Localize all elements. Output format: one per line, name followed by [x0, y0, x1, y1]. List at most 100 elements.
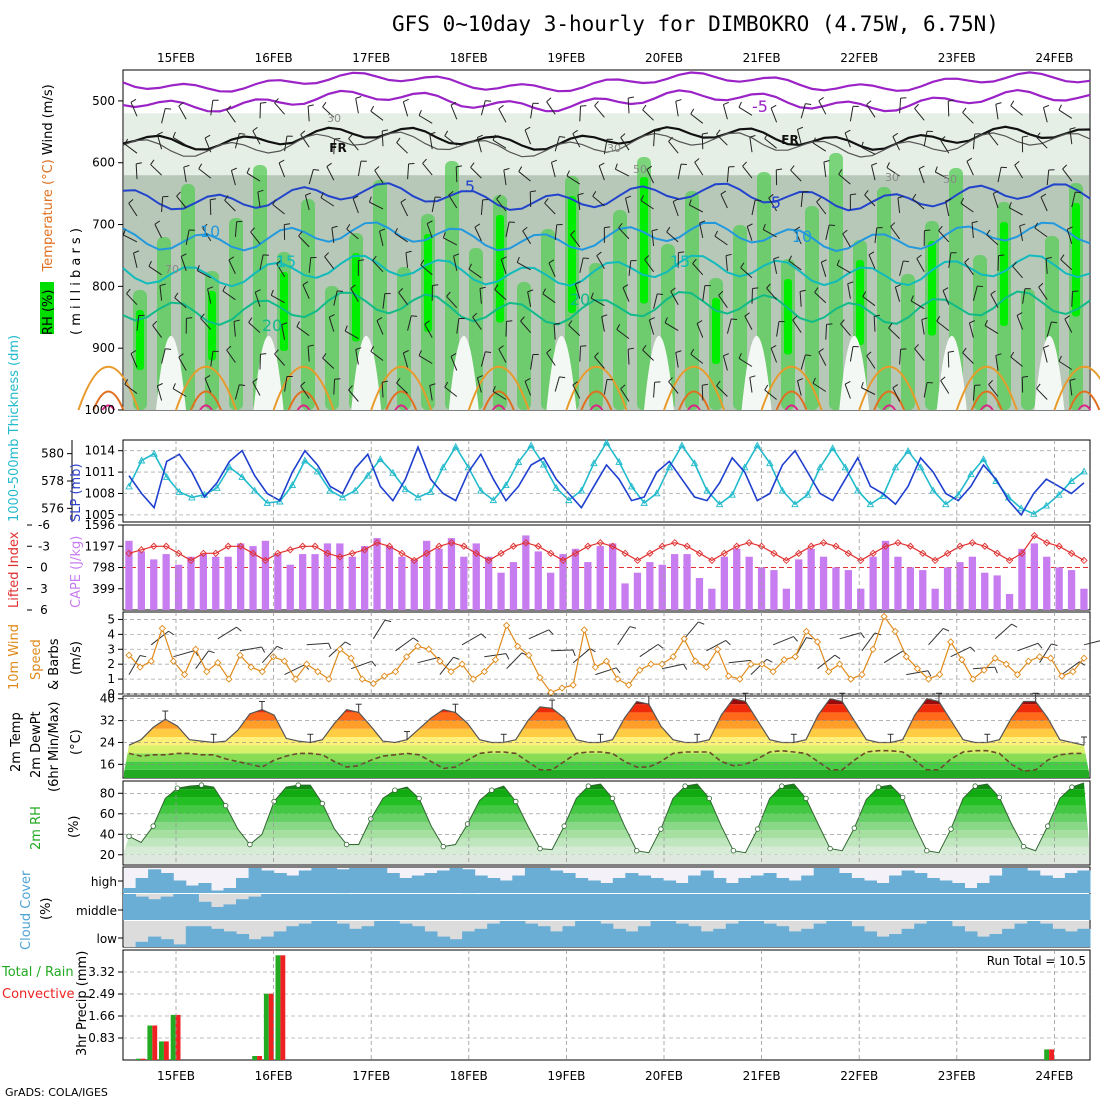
wind-barb [500, 256, 507, 274]
wind-barb [431, 196, 441, 213]
barb-shaft [1071, 192, 1076, 208]
cloud-bar [349, 868, 363, 893]
cape-bar [745, 556, 753, 610]
cloud-bar [185, 894, 199, 920]
cloud-bar [524, 923, 538, 947]
rh2m-point [343, 841, 350, 848]
cloud-bar [173, 880, 187, 893]
wind10m-point [469, 675, 477, 683]
rh-moist-column [805, 206, 819, 410]
wind-barb [492, 134, 507, 149]
cape-series [125, 531, 1088, 610]
barb-flag [805, 103, 812, 105]
li-point [547, 549, 555, 557]
wind-barb [161, 195, 169, 213]
wind-barb [962, 347, 974, 364]
rh2m-tick-label: 20 [100, 848, 115, 862]
barb-flag [162, 195, 169, 198]
barb-shaft [763, 229, 777, 238]
wind-barb [722, 101, 729, 120]
cloud-bar [575, 921, 589, 947]
barb-flag [139, 655, 147, 658]
barb-flag [918, 165, 925, 170]
barb-flag [847, 281, 854, 285]
cape-bar [410, 559, 418, 610]
barb-shaft [1042, 347, 1048, 363]
barb-shaft [284, 136, 288, 152]
wind-barb [548, 259, 556, 278]
barb-shaft [455, 166, 458, 183]
temp2m-tick-label: 32 [100, 714, 115, 728]
wind-barb [640, 195, 654, 210]
cloud-bar [914, 894, 928, 920]
wind10m-point [358, 675, 366, 683]
cloud-bar [650, 878, 664, 893]
wind-barb [1038, 282, 1048, 300]
barb-shaft [407, 315, 412, 331]
wind-barb [800, 103, 812, 119]
cloud-bar [487, 923, 501, 947]
barb-flag [696, 320, 703, 324]
wind-barb [444, 381, 458, 397]
barb-flag [1051, 321, 1058, 324]
barb-shaft [520, 320, 531, 333]
barb-flag [300, 381, 306, 387]
barb-shaft [742, 165, 753, 179]
wind-barb [751, 287, 759, 304]
wind-barb [376, 317, 384, 335]
li-point [1067, 549, 1076, 557]
barb-shaft [307, 106, 310, 122]
wind-barb [796, 126, 804, 145]
barb-shaft [198, 168, 212, 179]
wind-barb [992, 190, 999, 209]
top-date-label: 24FEB [1035, 51, 1073, 65]
wind-barb [180, 253, 187, 271]
wind-barb [304, 192, 312, 211]
rh2m-tick-label: 40 [100, 827, 115, 841]
bottom-date-label: 21FEB [743, 1069, 781, 1083]
barb-shaft [1046, 169, 1050, 186]
wind-barb [405, 250, 412, 268]
wind-barb [494, 284, 507, 301]
cape-bar [596, 546, 604, 610]
rh2m-point [924, 848, 930, 854]
wind-barb [603, 226, 611, 243]
li-point [162, 542, 170, 550]
wind10m-point [336, 645, 344, 653]
barb-shaft [818, 100, 827, 115]
barb-flag [664, 317, 668, 323]
wind-barb [470, 162, 482, 179]
wind-barb [274, 98, 285, 115]
barb-flag [426, 220, 433, 224]
barb-flag [530, 190, 537, 193]
barb-shaft [195, 650, 209, 669]
hottest-contour [491, 404, 506, 411]
barb-flag [675, 350, 682, 353]
wind-barb [644, 255, 655, 273]
wind-barb [701, 383, 709, 401]
wind-barb [840, 319, 851, 336]
rh-contour-label: 50 [943, 173, 957, 186]
barb-shaft [178, 356, 187, 371]
wind-barb [675, 350, 682, 368]
thickness-point [627, 482, 636, 490]
cloud-bar [562, 873, 576, 893]
wind-barb [940, 376, 950, 394]
wind-barb [444, 130, 458, 146]
barb-flag [168, 630, 175, 636]
rh-saturated-core [856, 260, 864, 345]
rh2m-point [126, 833, 132, 839]
barb-shaft [844, 384, 851, 399]
cloud-bar [399, 894, 413, 920]
cloud-bar [361, 894, 375, 920]
barb-flag [122, 229, 126, 236]
li-point [485, 556, 493, 565]
barb-shaft [496, 198, 507, 212]
barb-flag [138, 314, 145, 316]
wind-barb [209, 198, 217, 216]
wind-barb [333, 378, 341, 395]
li-point [795, 549, 803, 557]
wind-barb [185, 229, 195, 245]
barb-shaft [172, 136, 187, 146]
